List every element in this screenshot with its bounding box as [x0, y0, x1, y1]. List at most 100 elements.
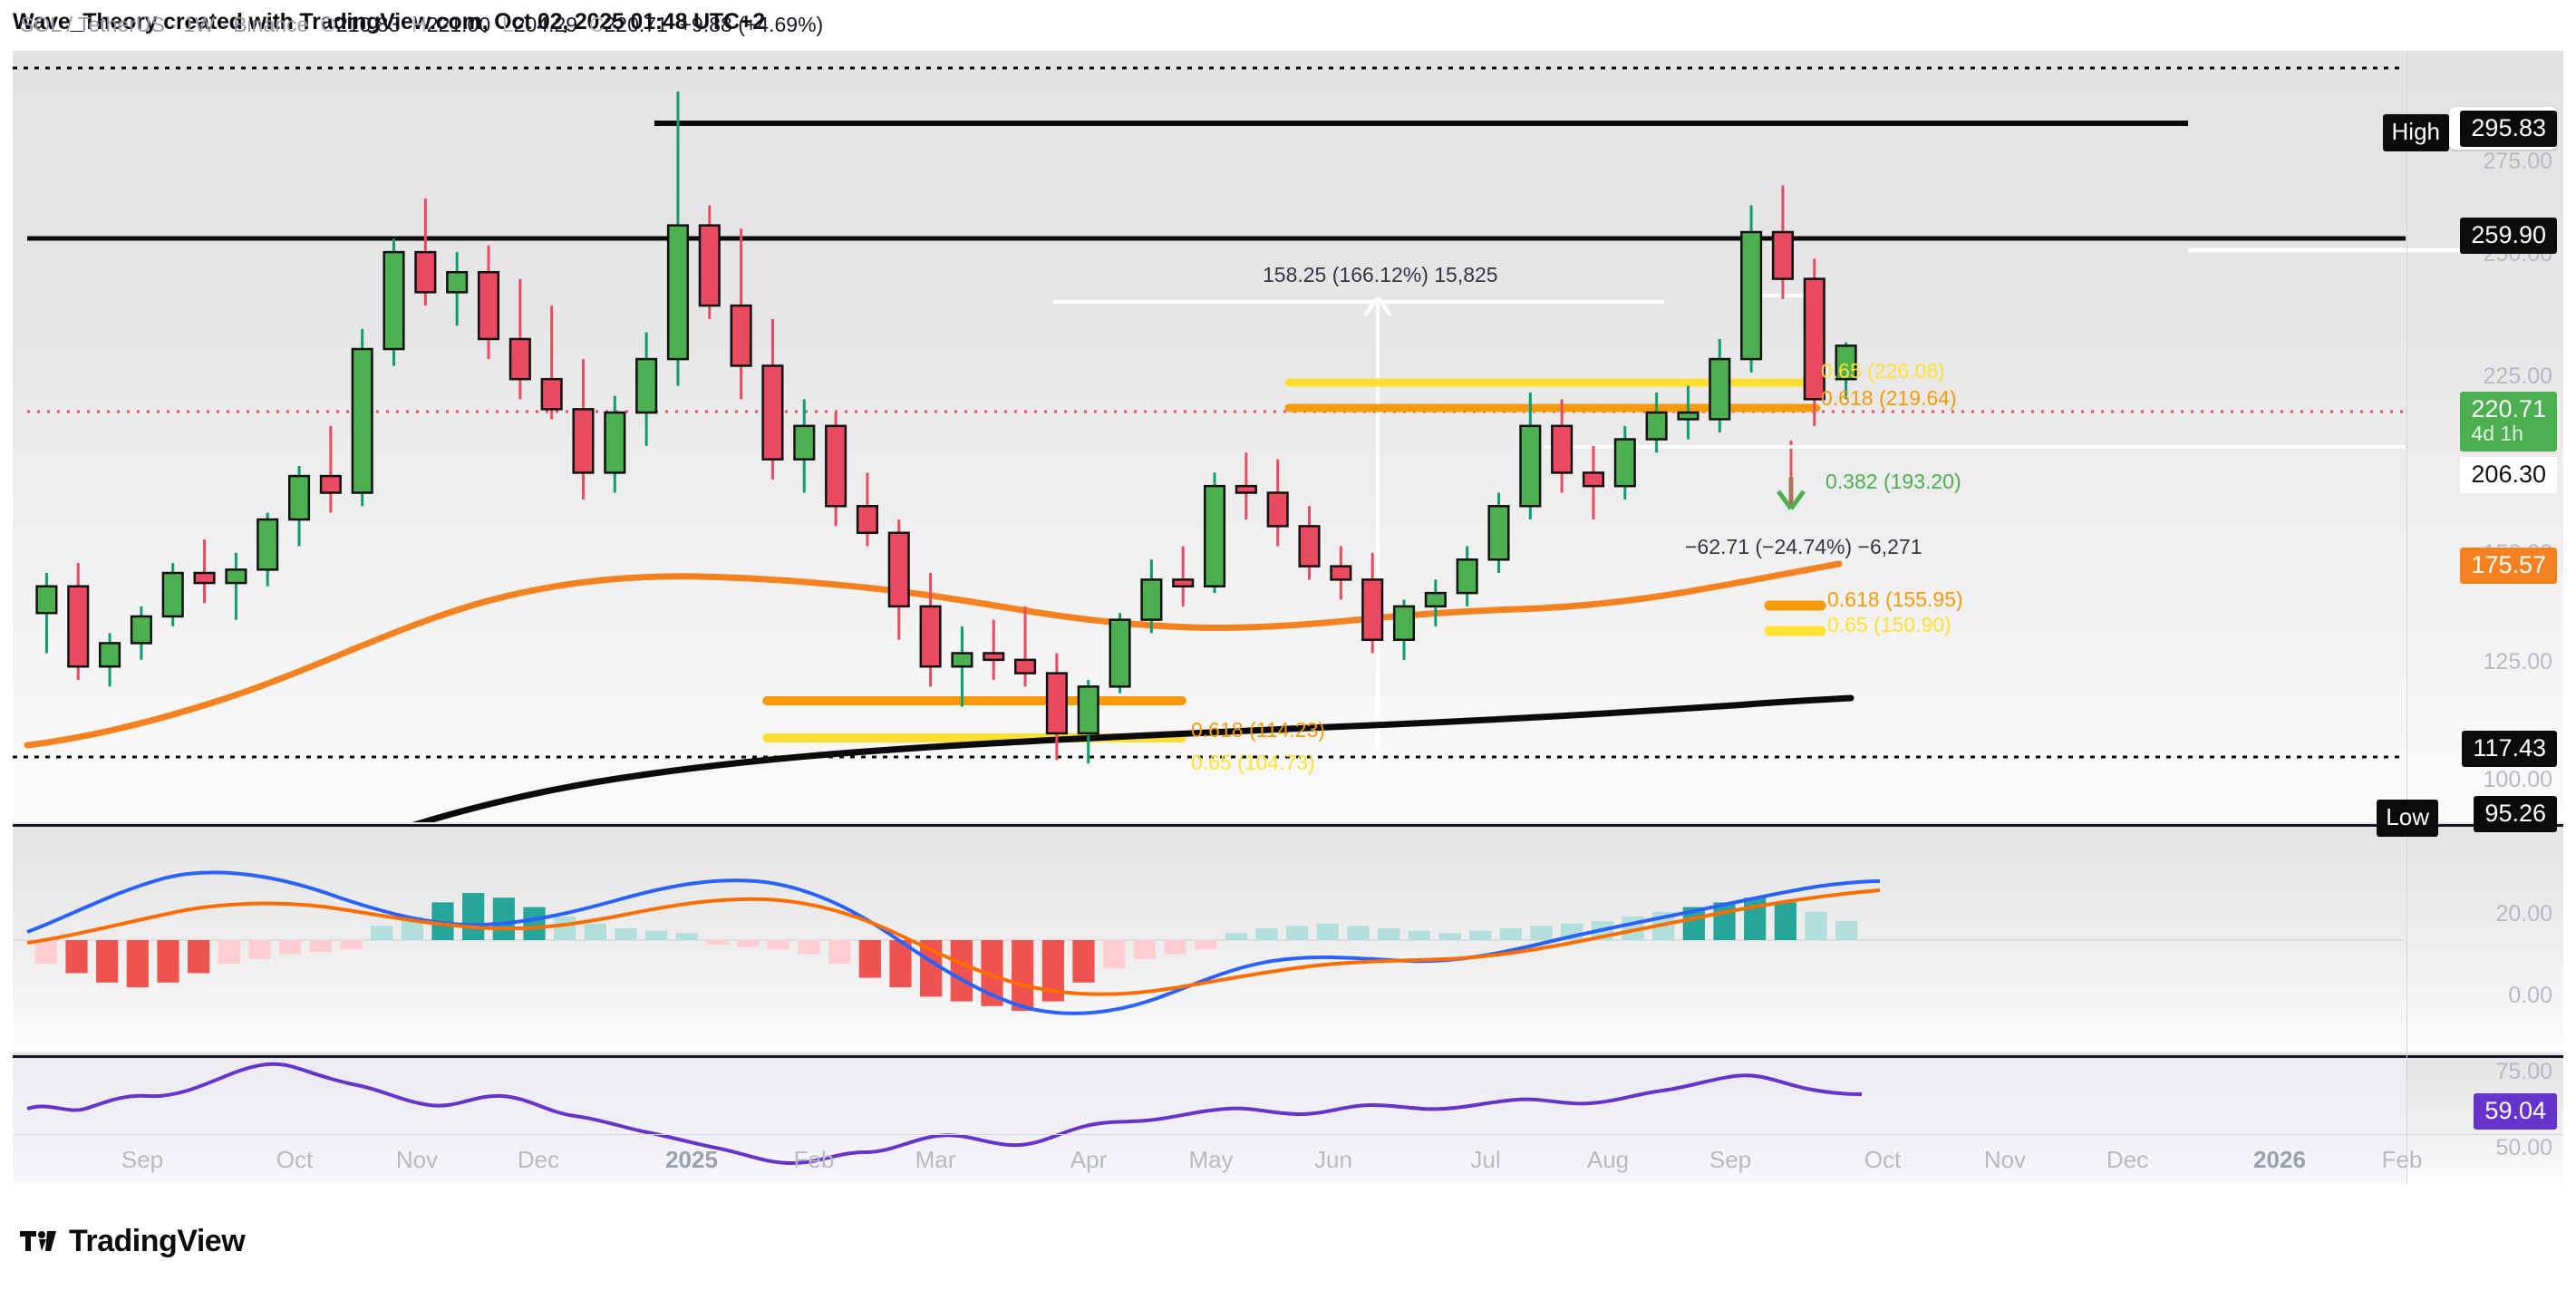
time-axis[interactable]: Sep Oct Nov Dec 2025 Feb Mar Apr May Jun Jul Aug Sep…	[13, 1134, 2563, 1198]
legend-close-label: C	[588, 13, 605, 36]
macd-bar	[492, 897, 515, 940]
candle-body	[1487, 505, 1510, 561]
price-badge-low: 95.26	[2474, 796, 2557, 833]
legend-open-label: O	[320, 13, 337, 36]
macd-bar	[1316, 923, 1339, 940]
candle-body	[383, 250, 405, 351]
time-tick: Jun	[1314, 1146, 1352, 1173]
macd-bar	[371, 926, 393, 940]
last-price-value: 220.71	[2471, 395, 2546, 422]
candle-body	[604, 411, 626, 474]
candle-body	[1109, 618, 1131, 688]
macd-bar	[462, 893, 485, 940]
legend-symbol[interactable]: SOL / TetherUS	[20, 13, 165, 36]
price-tick: 100.00	[2483, 767, 2552, 792]
price-tick: 225.00	[2483, 364, 2552, 389]
macd-bar	[157, 940, 179, 983]
candle-body	[130, 615, 152, 645]
macd-histogram	[34, 893, 1858, 1011]
candle-body	[1551, 424, 1574, 474]
candle-body	[1045, 672, 1068, 735]
time-tick: Nov	[1983, 1146, 2027, 1173]
macd-pane[interactable]	[13, 824, 2563, 1053]
macd-bar	[1438, 933, 1461, 940]
price-badge-ma-black: 117.43	[2462, 731, 2557, 768]
macd-bar	[1347, 926, 1370, 940]
macd-signal-line	[26, 888, 1881, 996]
anno-fib-0618-lower: 0.618 (114.23)	[1191, 718, 1325, 742]
macd-bar	[1805, 911, 1827, 940]
legend-low-label: L	[501, 13, 514, 36]
time-tick: May	[1188, 1146, 1234, 1173]
chart-frame[interactable]: 158.25 (166.12%) 15,825 0.65 (226.08) 0.…	[13, 51, 2563, 1184]
candle-body	[1172, 578, 1195, 588]
symbol-legend[interactable]: SOL / TetherUS · 1W · Binance O210.83 H2…	[20, 13, 823, 37]
anno-measure-up: 158.25 (166.12%) 15,825	[1263, 263, 1498, 286]
candle-body	[1613, 438, 1636, 488]
macd-bar	[1774, 902, 1796, 940]
macd-bar	[188, 940, 210, 974]
macd-bar	[218, 940, 240, 964]
candlestick-series	[35, 92, 1857, 764]
rsi-pane[interactable]	[13, 1055, 2563, 1184]
candle-body	[319, 474, 342, 494]
legend-interval[interactable]: 1W	[183, 13, 215, 36]
anno-fib-0618-mid: 0.618 (155.95)	[1827, 587, 1963, 611]
price-badge-support: 206.30	[2460, 457, 2557, 494]
price-pane[interactable]: 158.25 (166.12%) 15,825 0.65 (226.08) 0.…	[13, 51, 2563, 822]
macd-bar	[1469, 930, 1492, 940]
macd-bar	[96, 940, 119, 983]
ma-orange-line	[24, 560, 1843, 749]
time-tick: Apr	[1070, 1146, 1108, 1173]
macd-bar	[584, 923, 606, 940]
macd-bar	[1378, 928, 1400, 940]
candle-body	[887, 531, 910, 608]
anno-fib-0618-upper: 0.618 (219.64)	[1821, 386, 1957, 410]
macd-bar	[248, 940, 271, 959]
time-tick: Dec	[2106, 1146, 2149, 1173]
candle-body	[730, 304, 752, 367]
candle-body	[1835, 344, 1857, 381]
candle-body	[1740, 230, 1763, 361]
time-tick: Mar	[915, 1146, 956, 1173]
candle-body	[1803, 277, 1825, 401]
anno-fib-065-mid: 0.65 (150.90)	[1827, 613, 1951, 636]
macd-bar	[1835, 921, 1858, 940]
price-badge-high: 295.83	[2460, 111, 2557, 148]
candle-body	[635, 357, 658, 414]
candle-body	[99, 642, 121, 668]
candle-body	[856, 505, 878, 535]
macd-bar	[1408, 930, 1430, 940]
macd-line	[26, 870, 1881, 1015]
rsi-drawing-layer	[13, 1058, 2406, 1184]
rsi-line	[26, 1062, 1863, 1166]
candle-body	[919, 605, 942, 668]
legend-low-value: 204.29	[513, 13, 578, 36]
legend-high-value: 221.00	[426, 13, 491, 36]
price-scale[interactable]: USDT 275.00 250.00 225.00 150.00 125.00 …	[2377, 51, 2563, 1184]
anno-fib-065-upper: 0.65 (226.08)	[1821, 359, 1945, 383]
time-tick: Oct	[276, 1146, 314, 1173]
macd-bar	[1255, 928, 1278, 940]
rsi-tick-50: 50.00	[2495, 1135, 2552, 1160]
rsi-value-badge: 59.04	[2474, 1093, 2557, 1130]
candle-body	[572, 408, 595, 474]
macd-bar	[675, 933, 698, 940]
macd-bar	[1286, 926, 1309, 940]
candle-body	[793, 424, 816, 461]
candle-body	[825, 424, 847, 508]
candle-body	[1330, 565, 1352, 581]
high-tag: High	[2382, 114, 2449, 151]
macd-bar	[1713, 902, 1736, 940]
price-tick: 125.00	[2483, 649, 2552, 674]
candle-body	[983, 652, 1005, 662]
anno-fib-065-lower: 0.65 (104.73)	[1191, 751, 1315, 774]
anno-fib-0382: 0.382 (193.20)	[1825, 470, 1961, 493]
candle-body	[1519, 424, 1542, 508]
candle-body	[35, 585, 58, 615]
macd-drawing-layer	[13, 870, 2406, 1015]
macd-bar	[858, 940, 881, 978]
candle-body	[508, 337, 531, 381]
candle-body	[1582, 471, 1605, 488]
candle-body	[1361, 578, 1384, 641]
